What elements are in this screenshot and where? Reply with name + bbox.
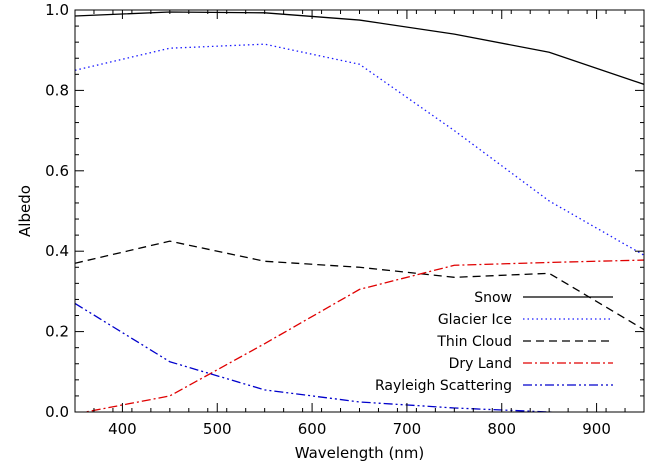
y-tick-label: 0.4 (45, 242, 69, 260)
legend: Snow Glacier Ice Thin Cloud Dry Land Rayleig… (375, 290, 613, 394)
x-tick-label: 900 (582, 420, 611, 438)
y-tick-label: 1.0 (45, 1, 69, 19)
series-line-thin-cloud (75, 240, 644, 331)
series-line-snow (75, 11, 644, 85)
x-tick-label: 500 (203, 420, 232, 438)
x-tick-label: 800 (487, 420, 516, 438)
y-tick-label: 0.0 (45, 403, 69, 421)
y-tick-label: 0.2 (45, 323, 69, 341)
y-axis-title: Albedo (16, 185, 34, 237)
series-line-glacier-ice (75, 43, 644, 256)
legend-label-snow: Snow (474, 290, 512, 306)
y-tick-label: 0.8 (45, 81, 69, 99)
legend-label-thin-cloud: Thin Cloud (436, 334, 512, 350)
series-line-dry-land (82, 259, 644, 412)
x-tick-label: 400 (108, 420, 137, 438)
legend-label-glacier-ice: Glacier Ice (438, 312, 512, 328)
legend-label-rayleigh-scattering: Rayleigh Scattering (375, 378, 512, 394)
plot-frame (74, 9, 645, 413)
legend-label-dry-land: Dry Land (449, 356, 512, 372)
x-tick-label: 700 (393, 420, 422, 438)
y-tick-label: 0.6 (45, 162, 69, 180)
x-axis-title: Wavelength (nm) (295, 444, 425, 462)
x-tick-label: 600 (298, 420, 327, 438)
series-line-rayleigh-scattering (75, 302, 580, 412)
axis-ticks: 400 500 600 700 800 900 0.0 0.2 0.4 0.6 0.8 1.0 (45, 1, 645, 438)
series-lines (75, 11, 644, 412)
